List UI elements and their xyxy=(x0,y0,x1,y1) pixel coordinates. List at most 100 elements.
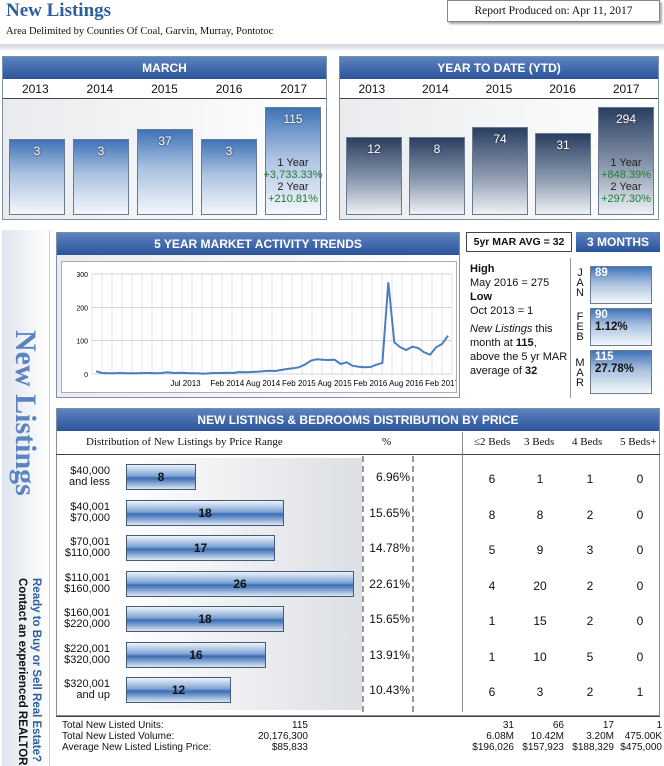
beds-count: 0 xyxy=(636,472,644,486)
price-range-label: $40,000 and less xyxy=(69,465,110,488)
march-bar-current: 115 xyxy=(265,107,321,215)
price-range-label: $70,001 $110,000 xyxy=(64,536,110,559)
dist-header-line xyxy=(56,454,660,455)
beds-count: 6 xyxy=(488,685,496,699)
distribution-bar: 8 xyxy=(126,464,196,490)
totals-beds-beds_units: 17 xyxy=(602,720,614,731)
beds-count: 5 xyxy=(488,543,496,557)
price-range-label: $220,001 $320,000 xyxy=(64,642,110,666)
distribution-pct: 15.65% xyxy=(369,505,410,520)
beds-count: 0 xyxy=(636,543,644,557)
distribution-bar: 18 xyxy=(126,499,284,526)
march-panel: MARCH 2013 2014 2015 2016 2017 3 3 37 3 … xyxy=(2,56,327,220)
beds-count: 1 xyxy=(636,685,644,699)
trend-line xyxy=(95,282,449,375)
totals-avg: $85,833 xyxy=(271,742,308,753)
month-box-mar: 115 27.78% xyxy=(590,350,652,394)
x-tick-label: Aug 2014 xyxy=(246,379,281,388)
distribution-bar: 12 xyxy=(126,677,231,703)
ytd-change: 1 Year +848.39% 2 Year +297.30% xyxy=(601,157,651,205)
ytd-bar: 74 xyxy=(472,127,528,215)
month-box-feb: 90 1.12% xyxy=(590,308,652,346)
three-months-label: 3 MONTHS xyxy=(576,232,660,252)
page-title: New Listings xyxy=(6,0,112,21)
y-tick-label: 100 xyxy=(76,339,88,346)
march-change: 1 Year +3,733.33% 2 Year +210.81% xyxy=(263,157,323,205)
beds-count: 6 xyxy=(488,472,496,486)
distribution-pct: 15.65% xyxy=(369,612,410,626)
beds-count: 1 xyxy=(488,614,496,628)
year-label: 2014 xyxy=(86,82,114,96)
beds-count: 15 xyxy=(533,614,547,628)
totals-beds-beds_avg: $196,026 xyxy=(472,742,514,753)
totals-beds-beds_units: 31 xyxy=(502,720,514,731)
high-low-notes: High May 2016 = 275 Low Oct 2013 = 1 New… xyxy=(470,263,568,377)
beds-count: 2 xyxy=(586,685,594,699)
page-subtitle: Area Delimited by Counties Of Coal, Garv… xyxy=(6,26,274,37)
totals-beds-beds_volume: 10.42M xyxy=(530,731,564,742)
year-label: 2017 xyxy=(612,82,640,96)
beds-count: 9 xyxy=(536,543,544,557)
beds-count: 8 xyxy=(536,507,544,522)
beds-count: 3 xyxy=(586,543,594,557)
dist-beds-divider xyxy=(462,432,463,712)
totals-units: 115 xyxy=(292,720,308,731)
beds-count: 2 xyxy=(586,507,594,522)
x-tick-label: Feb 2016 xyxy=(354,379,388,388)
totals-beds-beds_volume: 6.08M xyxy=(486,731,514,742)
dist-col-pct: % xyxy=(382,436,392,448)
x-tick-label: Feb 2017 xyxy=(425,379,457,388)
distribution-pct: 13.91% xyxy=(369,647,410,662)
ytd-years: 2013 2014 2015 2016 2017 xyxy=(340,79,658,99)
beds-count: 2 xyxy=(586,578,594,593)
year-label: 2014 xyxy=(422,82,449,96)
dist-col-bed3: 5 Beds+ xyxy=(620,436,657,448)
march-bar: 3 xyxy=(9,139,65,215)
price-range-label: $160,001 $220,000 xyxy=(64,607,110,630)
ytd-bar: 8 xyxy=(409,137,465,215)
march-bar: 3 xyxy=(73,139,129,215)
year-label: 2015 xyxy=(485,82,513,96)
totals-avg-label: Average New Listed Listing Price: xyxy=(62,742,212,753)
ytd-bar-current: 294 xyxy=(598,107,654,215)
totals-beds-beds_volume: 475.00K xyxy=(624,731,662,742)
totals-volume: 20,176,300 xyxy=(257,731,308,742)
totals-beds-beds_avg: $475,000 xyxy=(620,742,662,753)
x-tick-label: Aug 2015 xyxy=(318,379,353,388)
totals-beds-beds_avg: $188,329 xyxy=(572,742,614,753)
beds-count: 0 xyxy=(636,578,644,593)
months-divider xyxy=(570,258,571,398)
distribution-bar: 16 xyxy=(126,641,266,668)
totals-beds-beds_units: 1 xyxy=(656,720,662,731)
year-label: 2015 xyxy=(151,82,178,96)
ytd-header: YEAR TO DATE (YTD) xyxy=(340,57,658,79)
beds-count: 10 xyxy=(533,649,547,664)
ytd-bar: 12 xyxy=(346,137,402,215)
sidebar-title: New Listings xyxy=(9,330,42,496)
sidebar-cta-1: Ready to Buy or Sell Real Estate? xyxy=(30,578,42,763)
distribution-pct: 14.78% xyxy=(369,541,410,555)
year-label: 2016 xyxy=(215,82,243,96)
dist-col-range: Distribution of New Listings by Price Ra… xyxy=(86,436,283,448)
totals-beds-beds_units: 66 xyxy=(552,720,564,731)
ytd-bar: 31 xyxy=(535,133,591,215)
price-range-label: $110,001 $160,000 xyxy=(64,571,110,595)
year-label: 2016 xyxy=(549,82,576,96)
distribution-pct: 22.61% xyxy=(369,576,410,591)
year-label: 2017 xyxy=(280,82,308,96)
y-tick-label: 200 xyxy=(76,305,88,312)
x-tick-label: Feb 2015 xyxy=(282,379,316,388)
trends-header: 5 YEAR MARKET ACTIVITY TRENDS xyxy=(57,233,459,255)
beds-count: 20 xyxy=(533,578,547,593)
beds-count: 4 xyxy=(488,578,496,593)
beds-count: 1 xyxy=(488,649,496,664)
beds-count: 2 xyxy=(586,614,594,628)
year-label: 2013 xyxy=(358,82,386,96)
totals-beds-beds_volume: 3.20M xyxy=(586,731,614,742)
beds-count: 5 xyxy=(586,649,594,664)
trends-panel: 5 YEAR MARKET ACTIVITY TRENDS 0 100 200 300… xyxy=(56,232,460,398)
